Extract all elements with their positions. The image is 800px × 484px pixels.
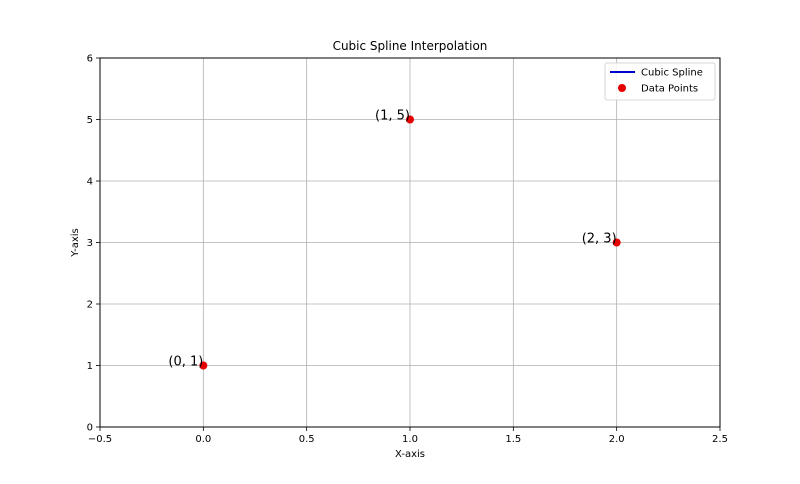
y-tick-label: 5 [87,115,93,126]
y-tick-label: 1 [87,361,93,372]
data-point [199,361,208,370]
y-tick-label: 6 [87,54,93,65]
y-tick-label: 0 [87,423,93,434]
x-axis-label: X-axis [395,449,425,460]
y-tick-label: 4 [87,177,93,188]
grid [99,57,721,428]
x-tick-label: 0.0 [195,434,211,445]
legend-entry-label: Cubic Spline [641,68,703,79]
legend-swatch-marker [618,84,626,92]
point-annotation: (2, 3) [582,232,617,247]
axes: −0.5 0.0 0.5 1.0 1.5 2.0 2.5 0 1 2 3 4 5 6 [87,54,728,446]
series-layer: (0, 1) (1, 5) (2, 3) [168,109,621,370]
point-annotation: (0, 1) [168,355,203,370]
x-tick-label: 0.5 [299,434,315,445]
y-axis-label: Y-axis [70,228,81,258]
x-tick-label: 1.0 [402,434,418,445]
x-tick-label: −0.5 [88,434,112,445]
x-tick-label: 2.5 [712,434,728,445]
y-tick-label: 2 [87,300,93,311]
x-tick-label: 2.0 [609,434,625,445]
chart-title: Cubic Spline Interpolation [333,39,488,53]
point-annotation: (1, 5) [375,109,410,124]
data-point [406,115,414,124]
y-tick-label: 3 [87,238,93,249]
x-tick-label: 1.5 [505,434,521,445]
legend: Cubic Spline Data Points [604,62,716,101]
legend-entry-label: Data Points [641,84,698,95]
data-point [612,238,621,247]
